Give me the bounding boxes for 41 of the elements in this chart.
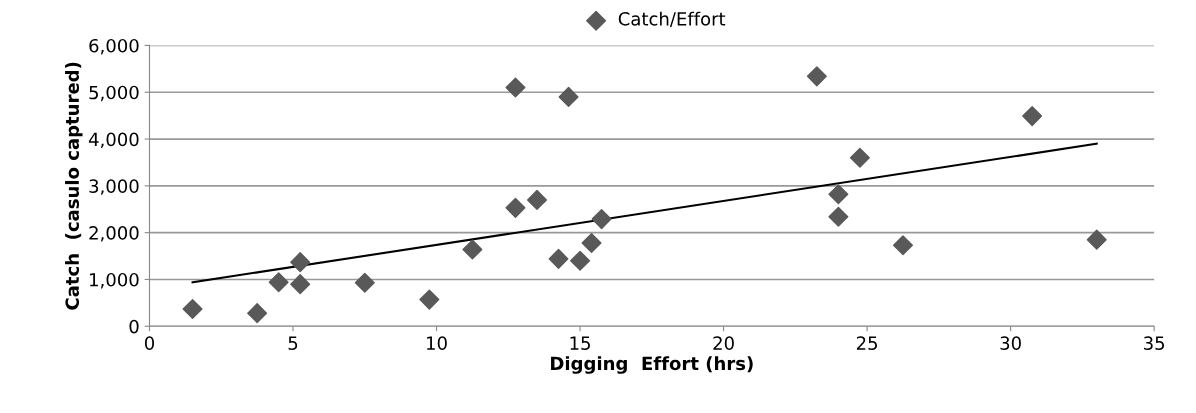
x-tick-label: 35 (1144, 336, 1165, 350)
point (505, 197, 526, 218)
point (581, 232, 602, 253)
point (806, 66, 827, 87)
point (558, 86, 579, 107)
y-tick-label: 4,000 (88, 132, 139, 148)
y-tick-label: 1,000 (90, 272, 139, 289)
point (462, 239, 483, 260)
x-tick-label: 30 (1000, 336, 1021, 350)
point (1022, 106, 1043, 127)
point (849, 147, 870, 168)
point (1086, 229, 1107, 250)
y-tick-label: 2,000 (89, 226, 139, 242)
x-axis-title: Digging Effort (hrs) (551, 356, 753, 374)
y-axis-title: Catch (casulo captured) (65, 62, 83, 310)
point (268, 272, 289, 293)
point (526, 189, 548, 210)
point (290, 274, 311, 295)
point (247, 303, 268, 324)
point (354, 272, 375, 293)
point (548, 248, 569, 269)
point (591, 209, 612, 230)
point (419, 289, 440, 310)
x-tick-label: 10 (427, 336, 447, 350)
x-tick-label: 25 (856, 336, 878, 350)
legend-label: Catch/Effort (618, 11, 726, 28)
x-tick-label: 15 (570, 336, 590, 350)
y-tick-label: 6,000 (89, 38, 139, 55)
point (505, 77, 526, 98)
point (570, 250, 591, 271)
point (828, 206, 849, 227)
point (290, 252, 311, 273)
x-tick-label: 0 (144, 336, 155, 350)
y-tick-label: 5,000 (89, 85, 139, 102)
x-tick-label: 20 (713, 336, 734, 350)
x-tick-label: 5 (288, 336, 298, 350)
point (828, 184, 849, 205)
point (182, 298, 203, 319)
y-tick-label: 3,000 (89, 179, 139, 195)
point (892, 235, 913, 256)
y-tick-label: 0 (129, 319, 139, 334)
